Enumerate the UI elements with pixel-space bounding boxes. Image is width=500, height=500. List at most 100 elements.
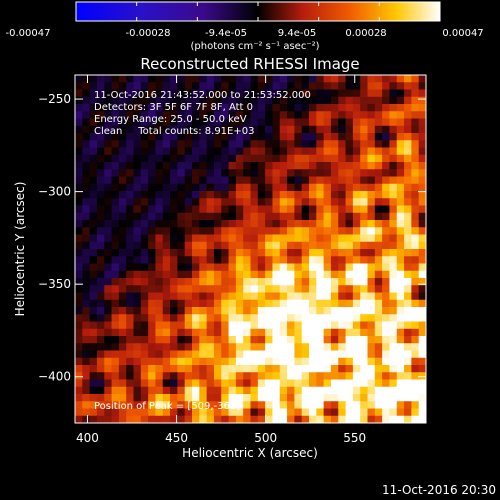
info-line-energy: Energy Range: 25.0 - 50.0 keV — [94, 114, 247, 125]
heatmap-cell — [279, 75, 288, 83]
heatmap-cell — [184, 285, 193, 293]
info-line-time: 11-Oct-2016 21:43:52.000 to 21:53:52.000 — [94, 90, 311, 101]
heatmap-cell — [104, 234, 112, 243]
heatmap-cell — [148, 307, 156, 315]
heatmap-cell — [360, 285, 368, 293]
heatmap-cell — [111, 183, 120, 192]
heatmap-cell — [133, 162, 142, 170]
heatmap-cell — [133, 379, 142, 388]
heatmap-cell — [352, 350, 361, 359]
heatmap-cell — [140, 336, 149, 344]
heatmap-cell — [352, 118, 361, 127]
heatmap-cell — [82, 241, 91, 250]
heatmap-cell — [235, 104, 244, 112]
heatmap-cell — [96, 256, 105, 264]
heatmap-cell — [301, 234, 310, 243]
heatmap-cell — [389, 299, 398, 308]
heatmap-cell — [330, 191, 339, 199]
heatmap-cell — [162, 104, 171, 112]
heatmap-cell — [374, 212, 383, 221]
heatmap-cell — [126, 307, 134, 315]
heatmap-cell — [374, 75, 383, 83]
heatmap-cell — [360, 125, 368, 134]
heatmap-cell — [82, 75, 91, 83]
heatmap-cell — [294, 357, 303, 366]
heatmap-cell — [89, 96, 98, 105]
heatmap-cell — [89, 104, 98, 112]
heatmap-cell — [330, 336, 339, 344]
heatmap-cell — [118, 357, 127, 366]
heatmap-cell — [404, 321, 412, 330]
heatmap-cell — [389, 314, 398, 322]
heatmap-cell — [411, 270, 420, 279]
heatmap-cell — [396, 336, 405, 344]
heatmap-cell — [133, 241, 142, 250]
heatmap-cell — [272, 307, 281, 315]
heatmap-cell — [389, 198, 398, 206]
heatmap-cell — [199, 401, 208, 409]
heatmap-cell — [257, 176, 266, 185]
heatmap-cell — [294, 415, 303, 423]
heatmap-cell — [184, 205, 193, 214]
heatmap-cell — [367, 343, 376, 351]
heatmap-cell — [418, 198, 426, 206]
heatmap-cell — [374, 256, 383, 264]
heatmap-cell — [206, 111, 215, 119]
heatmap-cell — [228, 314, 237, 322]
heatmap-cell — [243, 183, 251, 192]
heatmap-cell — [235, 270, 244, 279]
heatmap-cell — [213, 408, 222, 417]
heatmap-cell — [228, 104, 237, 112]
heatmap-cell — [287, 241, 295, 250]
heatmap-cell — [301, 350, 310, 359]
heatmap-cell — [148, 372, 156, 380]
y-axis-label: Heliocentric Y (arcsec) — [13, 182, 27, 317]
heatmap-cell — [301, 394, 310, 402]
heatmap-cell — [396, 270, 405, 279]
heatmap-cell — [133, 386, 142, 395]
heatmap-cell — [345, 183, 354, 192]
heatmap-cell — [155, 357, 164, 366]
heatmap-cell — [265, 328, 273, 337]
heatmap-cell — [228, 256, 237, 264]
heatmap-cell — [338, 169, 346, 177]
heatmap-cell — [323, 263, 332, 272]
heatmap-cell — [404, 234, 412, 243]
heatmap-cell — [389, 401, 398, 409]
heatmap-cell — [338, 234, 346, 243]
heatmap-cell — [374, 299, 383, 308]
heatmap-cell — [382, 321, 390, 330]
heatmap-cell — [184, 183, 193, 192]
heatmap-cell — [382, 96, 390, 105]
heatmap-cell — [75, 415, 83, 423]
heatmap-cell — [133, 263, 142, 272]
heatmap-cell — [75, 386, 83, 395]
heatmap-cell — [177, 104, 186, 112]
heatmap-cell — [389, 89, 398, 98]
heatmap-cell — [382, 212, 390, 221]
heatmap-cell — [411, 241, 420, 250]
heatmap-cell — [228, 365, 237, 373]
heatmap-cell — [228, 183, 237, 192]
heatmap-cell — [265, 299, 273, 308]
heatmap-cell — [170, 365, 178, 373]
heatmap-cell — [404, 96, 412, 105]
heatmap-cell — [316, 292, 325, 301]
heatmap-cell — [206, 386, 215, 395]
heatmap-cell — [126, 198, 134, 206]
heatmap-cell — [162, 82, 171, 90]
heatmap-cell — [367, 227, 376, 235]
heatmap-cell — [89, 227, 98, 235]
heatmap-cell — [243, 285, 251, 293]
heatmap-cell — [279, 154, 288, 163]
heatmap-cell — [140, 263, 149, 272]
heatmap-cell — [118, 154, 127, 163]
heatmap-cell — [374, 379, 383, 388]
heatmap-cell — [140, 118, 149, 127]
heatmap-cell — [228, 292, 237, 301]
heatmap-cell — [111, 169, 120, 177]
heatmap-cell — [323, 307, 332, 315]
heatmap-cell — [192, 285, 200, 293]
heatmap-cell — [170, 140, 178, 148]
heatmap-cell — [250, 336, 259, 344]
